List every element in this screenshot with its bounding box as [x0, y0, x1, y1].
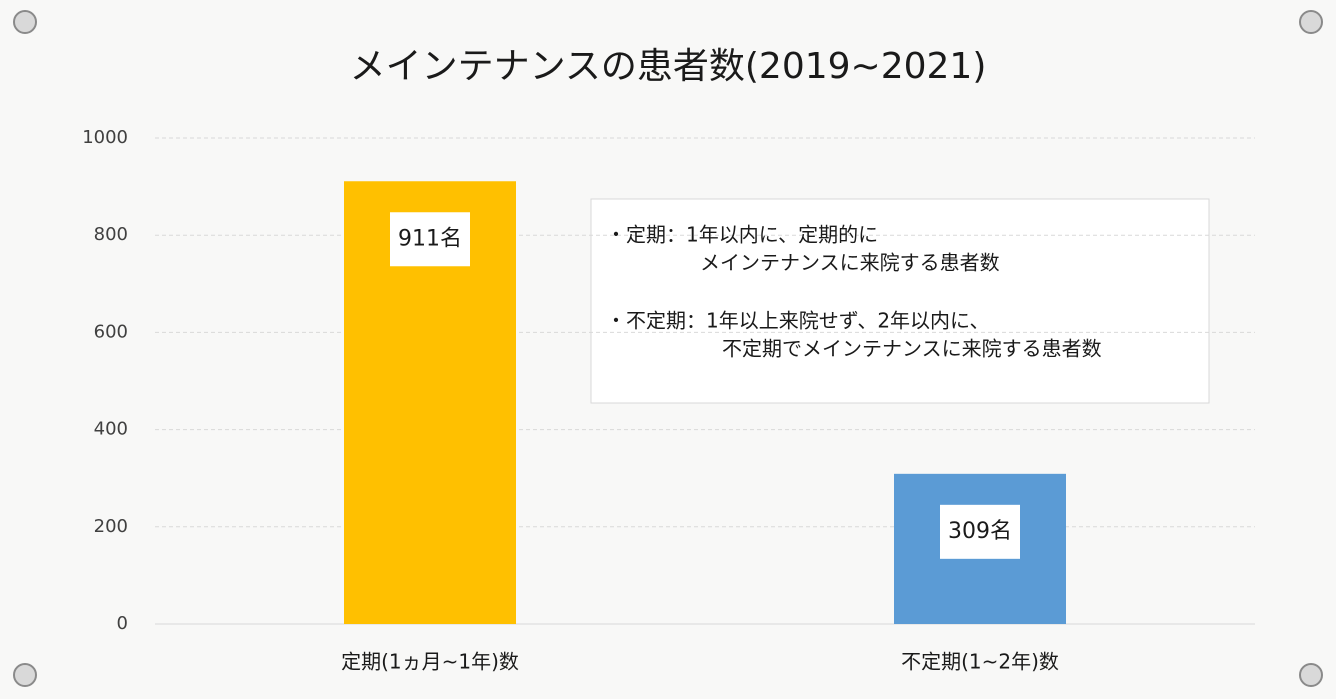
value-label: 309名	[948, 519, 1012, 544]
y-tick-label: 200	[94, 516, 128, 537]
value-label: 911名	[398, 226, 462, 251]
screws	[13, 10, 1323, 687]
screw	[1299, 10, 1323, 34]
annotation-text: メインテナンスに来院する患者数	[700, 251, 1000, 275]
annotation-box	[590, 198, 1210, 404]
screw	[1299, 663, 1323, 687]
chart-title: メインテナンスの患者数(2019~2021)	[350, 46, 987, 87]
annotation-text: 不定期でメインテナンスに来院する患者数	[722, 337, 1102, 361]
y-tick-label: 0	[117, 613, 128, 634]
annotation-text: ・定期：1年以内に、定期的に	[606, 223, 878, 247]
x-tick-label: 不定期(1~2年)数	[901, 650, 1059, 674]
y-tick-label: 800	[94, 224, 128, 245]
x-tick-label: 定期(1ヵ月~1年)数	[341, 650, 519, 674]
y-tick-label: 1000	[82, 127, 128, 148]
y-tick-label: 600	[94, 321, 128, 342]
screw	[13, 10, 37, 34]
y-tick-label: 400	[94, 419, 128, 440]
value-label-box	[940, 504, 1020, 559]
screw	[13, 663, 37, 687]
value-label-box	[390, 212, 470, 267]
annotation-text: ・不定期：1年以上来院せず、2年以内に、	[606, 309, 989, 333]
